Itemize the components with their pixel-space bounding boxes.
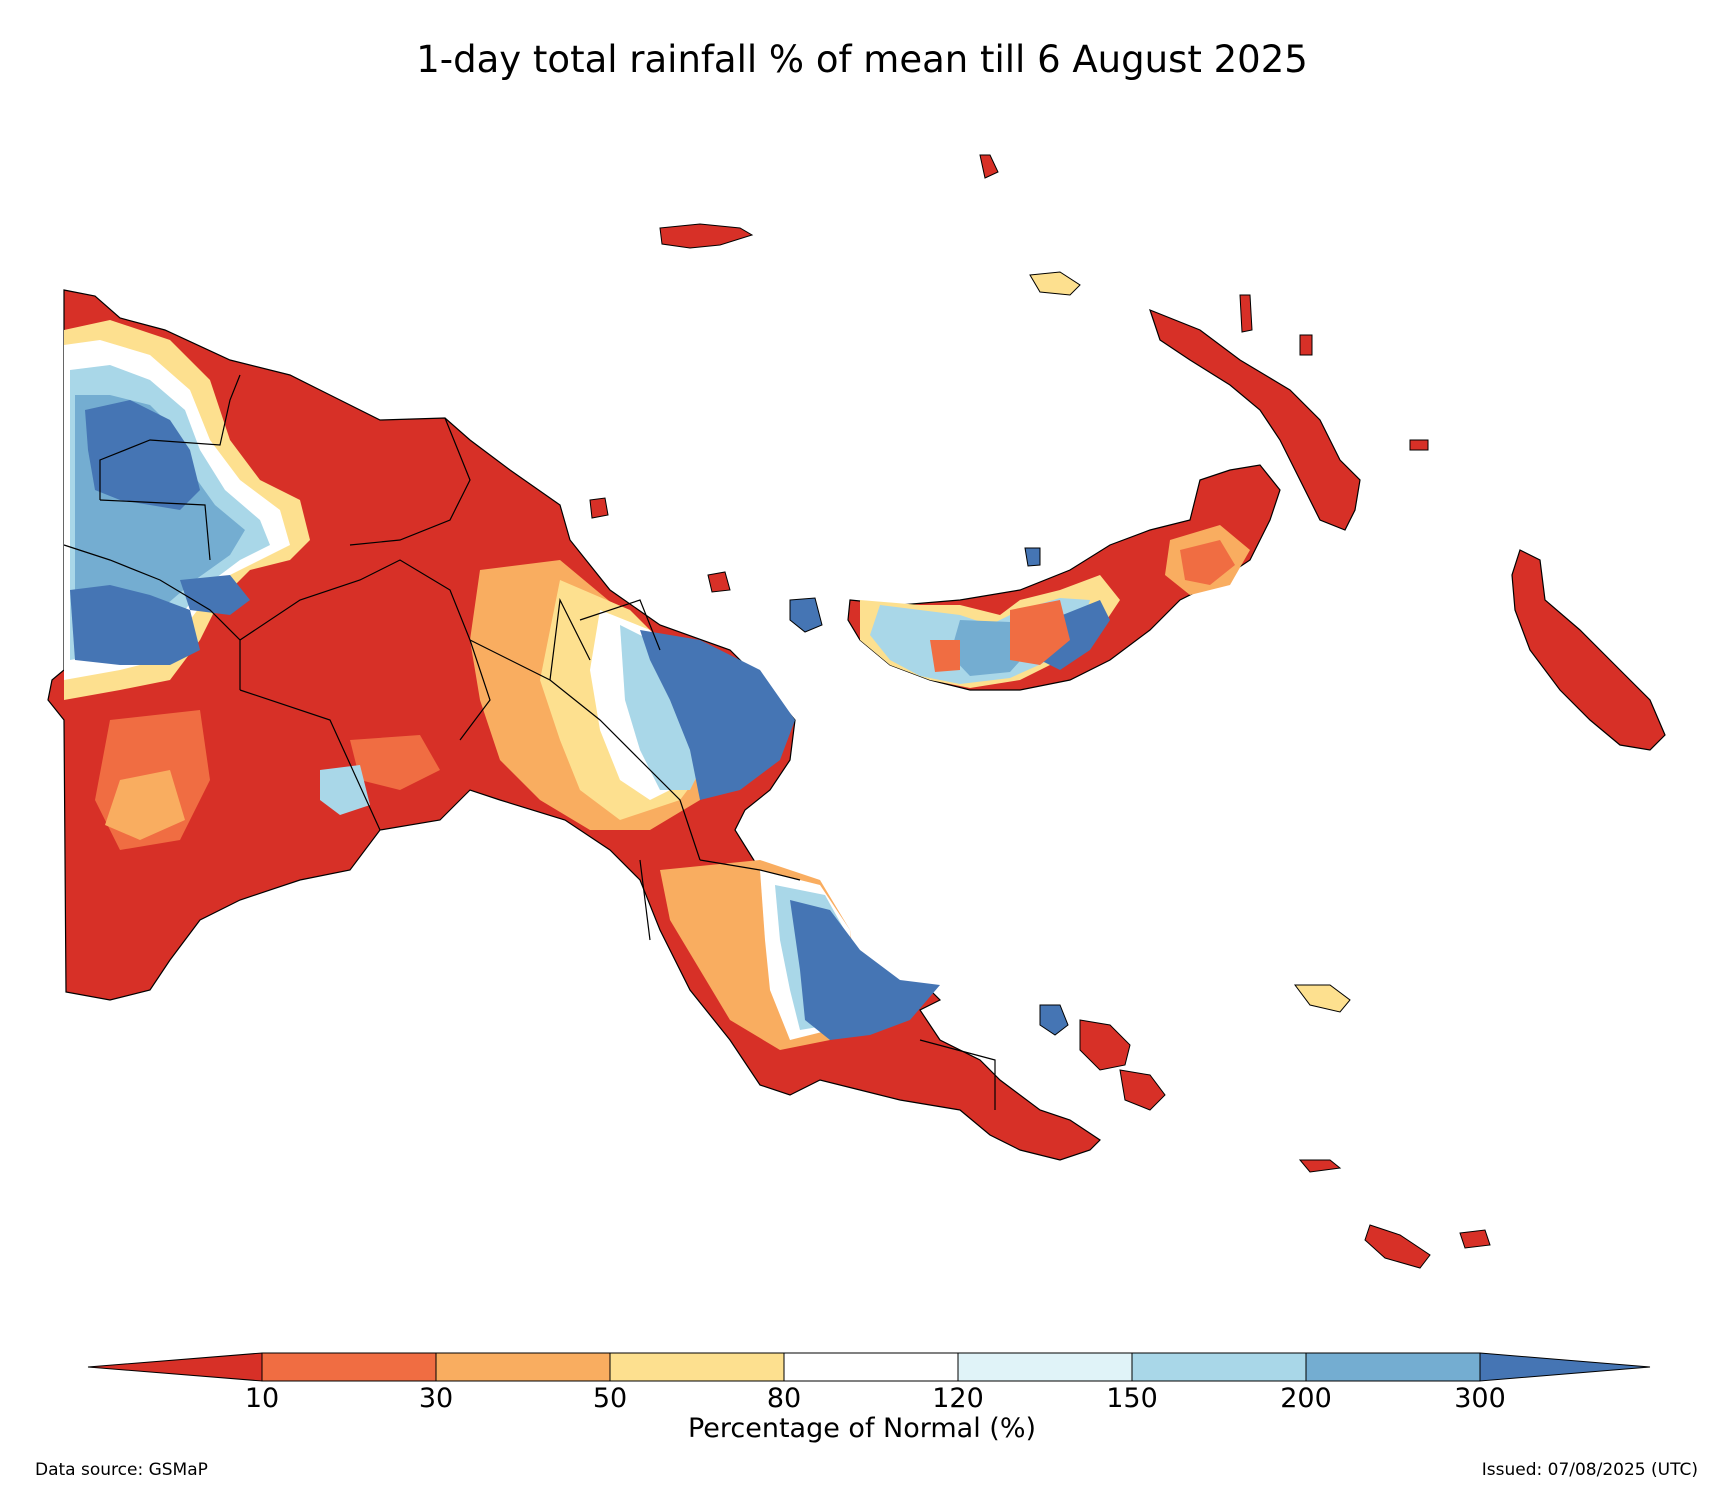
colorbar-lower-extend bbox=[87, 1352, 263, 1382]
bougainville bbox=[1511, 549, 1666, 751]
colorbar-tick-label: 10 bbox=[244, 1383, 280, 1414]
new-hanover bbox=[1029, 271, 1081, 296]
colorbar-tick-label: 150 bbox=[1106, 1383, 1158, 1414]
data-source-note: Data source: GSMaP bbox=[35, 1460, 208, 1480]
colorbar-tick-label: 120 bbox=[932, 1383, 984, 1414]
page-title: 1-day total rainfall % of mean till 6 Au… bbox=[416, 38, 1308, 81]
colorbar-segment bbox=[957, 1352, 1133, 1382]
colorbar-segment bbox=[783, 1352, 959, 1382]
new-ireland bbox=[1149, 308, 1361, 531]
colorbar-segment bbox=[609, 1352, 785, 1382]
colorbar-tick-label: 200 bbox=[1280, 1383, 1332, 1414]
colorbar-segment bbox=[1305, 1352, 1481, 1382]
colorbar-tick-label: 30 bbox=[418, 1383, 454, 1414]
issued-date: Issued: 07/08/2025 (UTC) bbox=[1481, 1460, 1698, 1480]
mainland-new-guinea bbox=[47, 289, 1101, 1161]
new-britain bbox=[847, 464, 1281, 691]
colorbar-segment bbox=[1131, 1352, 1307, 1382]
colorbar-upper-extend bbox=[1479, 1352, 1651, 1382]
manus-island bbox=[659, 223, 754, 249]
province-borders bbox=[63, 374, 996, 1110]
colorbar-label: Percentage of Normal (%) bbox=[687, 1413, 1037, 1444]
colorbar-tick-label: 50 bbox=[592, 1383, 628, 1414]
colorbar-tick-label: 80 bbox=[766, 1383, 802, 1414]
dentrecasteaux-islands bbox=[1079, 1019, 1131, 1071]
colorbar-segment bbox=[261, 1352, 437, 1382]
colorbar-segment bbox=[435, 1352, 611, 1382]
colorbar-tick-label: 300 bbox=[1454, 1383, 1506, 1414]
